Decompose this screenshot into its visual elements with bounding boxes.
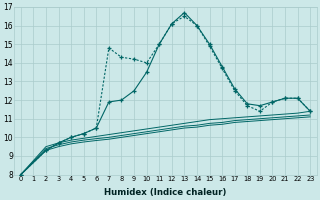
X-axis label: Humidex (Indice chaleur): Humidex (Indice chaleur) bbox=[104, 188, 227, 197]
